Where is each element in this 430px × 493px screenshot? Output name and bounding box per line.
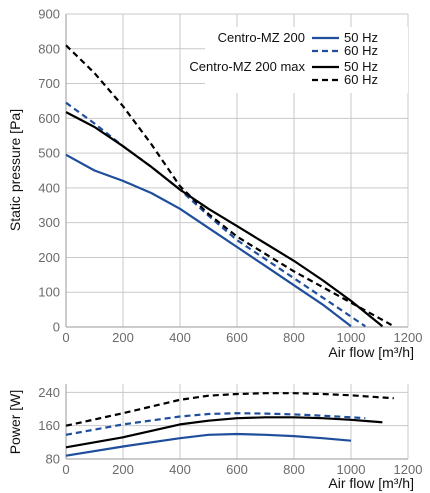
y-tick-label: 0 [53, 320, 60, 335]
y-tick-label: 400 [38, 180, 60, 195]
x-tick-label: 200 [112, 330, 134, 345]
legend-entry-label: 60 Hz [344, 43, 378, 58]
pressure-series [65, 44, 395, 328]
series-line [65, 44, 395, 328]
series-line [65, 432, 352, 457]
series-line [65, 416, 383, 449]
power-series [65, 392, 394, 457]
power-y-axis-label: Power [W] [7, 390, 23, 455]
y-tick-label: 80 [46, 452, 60, 467]
y-tick-label: 100 [38, 285, 60, 300]
pressure-y-ticks: 0 100 200 300 400 500 600 700 800 900 [38, 7, 60, 335]
power-x-axis-label: Air flow [m³/h] [328, 475, 414, 491]
x-tick-label: 0 [62, 462, 69, 477]
x-tick-label: 1000 [337, 330, 366, 345]
series-line [65, 153, 352, 328]
y-tick-label: 700 [38, 76, 60, 91]
pressure-y-axis-label: Static pressure [Pa] [7, 109, 23, 231]
power-y-ticks: 80 160 240 [38, 385, 60, 467]
x-tick-label: 1200 [394, 330, 423, 345]
y-tick-label: 300 [38, 215, 60, 230]
legend-background [205, 27, 408, 93]
y-tick-label: 500 [38, 146, 60, 161]
y-tick-label: 900 [38, 7, 60, 22]
x-tick-label: 600 [226, 462, 248, 477]
y-tick-label: 600 [38, 111, 60, 126]
pressure-x-axis-label: Air flow [m³/h] [328, 344, 414, 360]
legend-group-label: Centro-MZ 200 max [189, 59, 305, 74]
x-tick-label: 0 [62, 330, 69, 345]
x-tick-label: 400 [169, 330, 191, 345]
legend-entry-label: 50 Hz [344, 59, 378, 74]
series-line [65, 412, 366, 436]
x-tick-label: 200 [112, 462, 134, 477]
series-line [65, 392, 394, 427]
y-tick-label: 240 [38, 385, 60, 400]
legend-entry-label: 60 Hz [344, 72, 378, 87]
pressure-x-ticks: 0 200 400 600 800 1000 1200 [62, 330, 422, 345]
y-tick-label: 160 [38, 418, 60, 433]
legend-group-label: Centro-MZ 200 [218, 30, 305, 45]
series-line [65, 101, 366, 328]
x-tick-label: 1200 [394, 462, 423, 477]
power-grid [66, 384, 409, 459]
x-tick-label: 800 [283, 330, 305, 345]
x-tick-label: 800 [283, 462, 305, 477]
y-tick-label: 200 [38, 250, 60, 265]
legend: Centro-MZ 200 50 Hz 60 Hz Centro-MZ 200 … [189, 27, 408, 93]
x-tick-label: 1000 [337, 462, 366, 477]
x-tick-label: 400 [169, 462, 191, 477]
x-tick-label: 600 [226, 330, 248, 345]
legend-entry-label: 50 Hz [344, 30, 378, 45]
power-x-ticks: 0 200 400 600 800 1000 1200 [62, 462, 422, 477]
y-tick-label: 800 [38, 41, 60, 56]
series-line [65, 111, 384, 328]
